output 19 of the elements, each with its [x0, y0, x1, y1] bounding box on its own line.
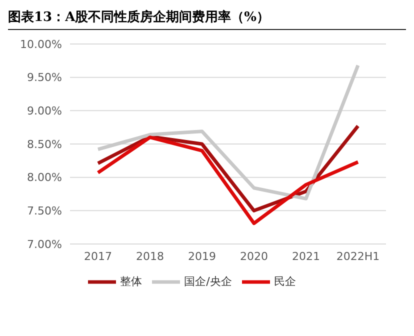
line-series: [96, 64, 360, 200]
x-tick-label: 2017: [84, 250, 112, 263]
x-tick-label: 2020: [240, 250, 268, 263]
legend-label: 民企: [274, 275, 296, 288]
chart-title: 图表13：A股不同性质房企期间费用率（%）: [8, 8, 406, 30]
y-tick-label: 7.50%: [27, 204, 62, 218]
y-tick-label: 7.00%: [27, 238, 62, 251]
legend-label: 国企/央企: [184, 275, 232, 288]
x-tick-label: 2021: [292, 250, 320, 263]
y-tick-label: 9.00%: [27, 104, 62, 118]
x-tick-label: 2018: [136, 250, 164, 263]
y-tick-label: 8.50%: [27, 138, 62, 151]
line-series: [96, 136, 360, 226]
x-tick-label: 2019: [188, 250, 216, 263]
y-tick-label: 9.50%: [27, 71, 62, 84]
y-tick-label: 8.00%: [27, 171, 62, 184]
y-tick-label: 10.00%: [20, 38, 62, 51]
x-tick-label: 2022H1: [336, 250, 380, 263]
legend-label: 整体: [120, 275, 142, 288]
